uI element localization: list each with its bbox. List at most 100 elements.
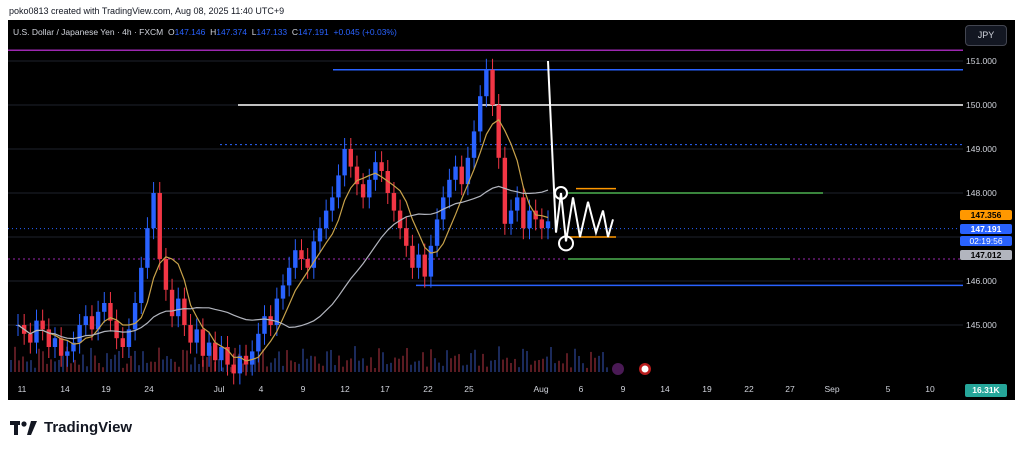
volume-bar (378, 348, 380, 372)
volume-bar (394, 357, 396, 372)
candle-body (323, 210, 329, 229)
volume-bar (86, 366, 88, 372)
volume-bar (142, 351, 144, 372)
tradingview-logo[interactable]: TradingView (10, 419, 132, 436)
volume-bar (46, 363, 48, 372)
time-tick: 19 (702, 384, 712, 394)
candle-body (108, 303, 113, 321)
time-tick: 9 (300, 384, 306, 394)
volume-bar (578, 355, 580, 372)
volume-bar (346, 360, 348, 372)
volume-bar (126, 363, 128, 372)
time-tick: Jul (213, 384, 225, 394)
volume-label: 16.31K (965, 384, 1007, 397)
volume-bar (146, 362, 148, 372)
candle-body (40, 320, 45, 330)
candle-body (428, 245, 434, 277)
volume-bar (474, 349, 476, 372)
candle-body (52, 338, 58, 347)
candle-body (348, 149, 353, 167)
close-label: C (291, 27, 299, 37)
open-label: O (167, 27, 175, 37)
price-axis[interactable]: 151.000 150.000 149.000 148.000 146.000 … (960, 48, 1015, 378)
credit-text: poko0813 created with TradingView.com, A… (9, 6, 285, 16)
candle-body (336, 175, 341, 198)
price-chart[interactable] (8, 20, 1015, 400)
candle-body (453, 166, 458, 180)
volume-bar (586, 367, 588, 372)
close-value: 147.191 (298, 27, 329, 37)
candle-body (490, 69, 495, 105)
volume-bar (254, 358, 256, 372)
volume-bar (594, 357, 596, 372)
volume-bar (410, 364, 412, 372)
candle-body (280, 285, 286, 299)
volume-bar (370, 357, 372, 372)
candle-body (114, 320, 119, 339)
time-tick: Aug (533, 384, 549, 394)
candle-body (139, 267, 144, 303)
volume-bar (118, 351, 120, 372)
time-tick: 14 (660, 384, 670, 394)
candle-body (89, 316, 95, 330)
volume-bar (170, 358, 172, 372)
time-tick: 19 (101, 384, 111, 394)
volume-bar (338, 355, 340, 372)
time-tick: 4 (258, 384, 264, 394)
volume-bar (570, 367, 572, 372)
moving-average-fast (17, 118, 549, 362)
candle-body (311, 241, 317, 268)
candle-body (145, 228, 150, 268)
volume-bar (62, 355, 64, 372)
volume-bar (438, 362, 440, 372)
candle-body (410, 245, 415, 268)
candle-body (539, 219, 545, 229)
volume-bar (262, 349, 264, 372)
chart-frame[interactable]: U.S. Dollar / Japanese Yen · 4h · FXCM O… (8, 20, 1015, 400)
candle-body (231, 364, 236, 374)
candle-body (527, 210, 532, 229)
volume-bar (350, 358, 352, 372)
volume-bar (14, 346, 16, 372)
volume-bar (526, 350, 528, 372)
candle-body (293, 250, 298, 268)
candle-body (286, 267, 292, 286)
volume-bar (270, 362, 272, 372)
candle-body (219, 347, 224, 361)
candle-body (176, 298, 181, 317)
pivot-marker-low (558, 235, 574, 252)
candle-body (58, 338, 64, 356)
candle-body (225, 347, 230, 365)
time-tick: Sep (824, 384, 840, 394)
candle-body (249, 351, 255, 365)
price-tick: 151.000 (966, 56, 997, 66)
volume-bar (402, 355, 404, 372)
volume-bar (198, 364, 200, 372)
candle-body (34, 320, 39, 343)
volume-bar (102, 367, 104, 372)
moving-average-slow (17, 185, 549, 340)
volume-bar (522, 348, 524, 372)
time-axis[interactable]: 11 14 19 24 Jul 4 9 12 17 22 25 Aug 6 9 … (8, 380, 963, 400)
tradingview-logo-icon (10, 420, 37, 435)
open-value: 147.146 (174, 27, 206, 37)
volume-bar (326, 351, 328, 372)
volume-bar (266, 366, 268, 372)
volume-bar (482, 353, 484, 372)
volume-bar (94, 355, 96, 372)
volume-bar (414, 361, 416, 372)
volume-bar (318, 363, 320, 372)
volume-bar (90, 347, 92, 372)
volume-bar (506, 357, 508, 372)
candle-body (163, 259, 169, 290)
candle-body (213, 342, 218, 361)
time-tick: 22 (423, 384, 433, 394)
time-tick: 22 (744, 384, 754, 394)
volume-bar (98, 362, 100, 372)
volume-bar (530, 364, 532, 372)
time-tick: 27 (785, 384, 795, 394)
volume-bar (194, 357, 196, 372)
candle-body (496, 105, 501, 158)
projection-zigzag (547, 60, 614, 242)
currency-button[interactable]: JPY (965, 25, 1007, 46)
